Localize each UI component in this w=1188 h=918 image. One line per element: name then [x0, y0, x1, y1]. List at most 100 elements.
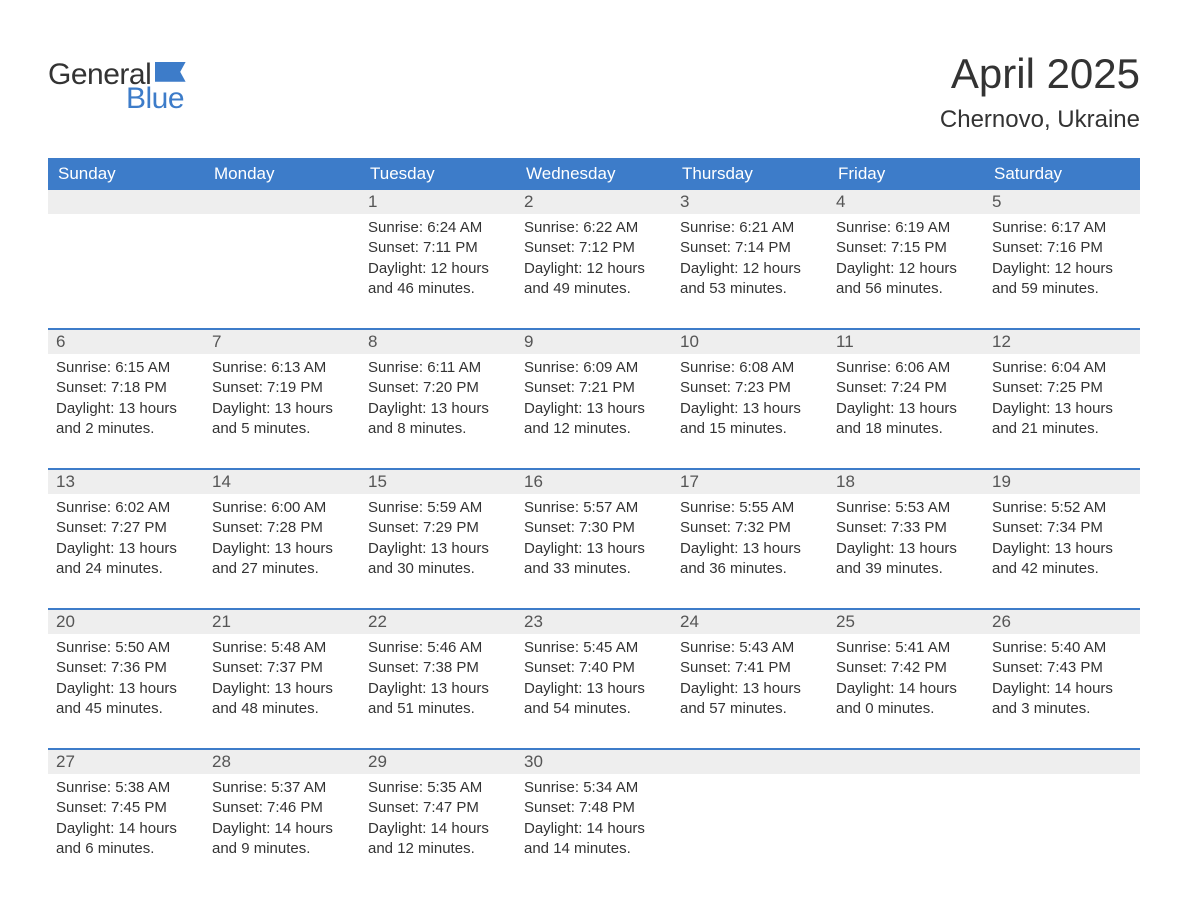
- day-number: 29: [360, 750, 516, 774]
- day-content: Sunrise: 6:09 AMSunset: 7:21 PMDaylight:…: [516, 354, 672, 443]
- daylight-text: Daylight: 13 hours and 5 minutes.: [212, 399, 352, 440]
- sunrise-text: Sunrise: 6:19 AM: [836, 218, 976, 238]
- day-number: 28: [204, 750, 360, 774]
- day-number: 23: [516, 610, 672, 634]
- day-cell: 22Sunrise: 5:46 AMSunset: 7:38 PMDayligh…: [360, 610, 516, 738]
- week-row: 1Sunrise: 6:24 AMSunset: 7:11 PMDaylight…: [48, 190, 1140, 318]
- sunrise-text: Sunrise: 5:59 AM: [368, 498, 508, 518]
- flag-icon: [155, 62, 189, 84]
- title-block: April 2025 Chernovo, Ukraine: [940, 50, 1140, 134]
- sunset-text: Sunset: 7:32 PM: [680, 518, 820, 538]
- sunrise-text: Sunrise: 5:40 AM: [992, 638, 1132, 658]
- sunrise-text: Sunrise: 6:11 AM: [368, 358, 508, 378]
- weekday-header-row: SundayMondayTuesdayWednesdayThursdayFrid…: [48, 158, 1140, 190]
- day-content: Sunrise: 6:02 AMSunset: 7:27 PMDaylight:…: [48, 494, 204, 583]
- daylight-text: Daylight: 13 hours and 15 minutes.: [680, 399, 820, 440]
- day-cell: [204, 190, 360, 318]
- day-number: 25: [828, 610, 984, 634]
- sunset-text: Sunset: 7:30 PM: [524, 518, 664, 538]
- day-cell: 19Sunrise: 5:52 AMSunset: 7:34 PMDayligh…: [984, 470, 1140, 598]
- day-cell: 11Sunrise: 6:06 AMSunset: 7:24 PMDayligh…: [828, 330, 984, 458]
- sunrise-text: Sunrise: 6:15 AM: [56, 358, 196, 378]
- sunset-text: Sunset: 7:25 PM: [992, 378, 1132, 398]
- day-content: Sunrise: 5:59 AMSunset: 7:29 PMDaylight:…: [360, 494, 516, 583]
- location: Chernovo, Ukraine: [940, 106, 1140, 134]
- weekday-header: Friday: [828, 158, 984, 190]
- sunrise-text: Sunrise: 5:46 AM: [368, 638, 508, 658]
- sunset-text: Sunset: 7:29 PM: [368, 518, 508, 538]
- day-number: 27: [48, 750, 204, 774]
- sunrise-text: Sunrise: 6:24 AM: [368, 218, 508, 238]
- month-title: April 2025: [940, 50, 1140, 98]
- day-number: 10: [672, 330, 828, 354]
- day-cell: 24Sunrise: 5:43 AMSunset: 7:41 PMDayligh…: [672, 610, 828, 738]
- sunset-text: Sunset: 7:24 PM: [836, 378, 976, 398]
- daylight-text: Daylight: 14 hours and 14 minutes.: [524, 819, 664, 860]
- day-cell: [828, 750, 984, 878]
- sunrise-text: Sunrise: 5:48 AM: [212, 638, 352, 658]
- week-row: 27Sunrise: 5:38 AMSunset: 7:45 PMDayligh…: [48, 748, 1140, 878]
- day-cell: 16Sunrise: 5:57 AMSunset: 7:30 PMDayligh…: [516, 470, 672, 598]
- daylight-text: Daylight: 14 hours and 6 minutes.: [56, 819, 196, 860]
- sunset-text: Sunset: 7:15 PM: [836, 238, 976, 258]
- day-number: 6: [48, 330, 204, 354]
- day-content: Sunrise: 6:08 AMSunset: 7:23 PMDaylight:…: [672, 354, 828, 443]
- day-cell: 18Sunrise: 5:53 AMSunset: 7:33 PMDayligh…: [828, 470, 984, 598]
- day-content: Sunrise: 5:41 AMSunset: 7:42 PMDaylight:…: [828, 634, 984, 723]
- day-content: Sunrise: 6:11 AMSunset: 7:20 PMDaylight:…: [360, 354, 516, 443]
- day-content: Sunrise: 5:34 AMSunset: 7:48 PMDaylight:…: [516, 774, 672, 863]
- day-content: Sunrise: 6:13 AMSunset: 7:19 PMDaylight:…: [204, 354, 360, 443]
- day-cell: 10Sunrise: 6:08 AMSunset: 7:23 PMDayligh…: [672, 330, 828, 458]
- weekday-header: Tuesday: [360, 158, 516, 190]
- sunset-text: Sunset: 7:18 PM: [56, 378, 196, 398]
- sunset-text: Sunset: 7:46 PM: [212, 798, 352, 818]
- sunrise-text: Sunrise: 5:34 AM: [524, 778, 664, 798]
- day-cell: 4Sunrise: 6:19 AMSunset: 7:15 PMDaylight…: [828, 190, 984, 318]
- daylight-text: Daylight: 13 hours and 51 minutes.: [368, 679, 508, 720]
- sunset-text: Sunset: 7:38 PM: [368, 658, 508, 678]
- week-row: 13Sunrise: 6:02 AMSunset: 7:27 PMDayligh…: [48, 468, 1140, 598]
- day-content: Sunrise: 5:40 AMSunset: 7:43 PMDaylight:…: [984, 634, 1140, 723]
- day-cell: [48, 190, 204, 318]
- day-cell: 14Sunrise: 6:00 AMSunset: 7:28 PMDayligh…: [204, 470, 360, 598]
- day-number: 9: [516, 330, 672, 354]
- day-cell: 21Sunrise: 5:48 AMSunset: 7:37 PMDayligh…: [204, 610, 360, 738]
- daylight-text: Daylight: 13 hours and 54 minutes.: [524, 679, 664, 720]
- sunset-text: Sunset: 7:45 PM: [56, 798, 196, 818]
- day-cell: 3Sunrise: 6:21 AMSunset: 7:14 PMDaylight…: [672, 190, 828, 318]
- sunset-text: Sunset: 7:47 PM: [368, 798, 508, 818]
- day-cell: 25Sunrise: 5:41 AMSunset: 7:42 PMDayligh…: [828, 610, 984, 738]
- logo: General Blue: [48, 50, 189, 116]
- day-cell: 26Sunrise: 5:40 AMSunset: 7:43 PMDayligh…: [984, 610, 1140, 738]
- day-cell: 29Sunrise: 5:35 AMSunset: 7:47 PMDayligh…: [360, 750, 516, 878]
- day-number: 15: [360, 470, 516, 494]
- sunrise-text: Sunrise: 6:08 AM: [680, 358, 820, 378]
- day-content: Sunrise: 6:24 AMSunset: 7:11 PMDaylight:…: [360, 214, 516, 303]
- sunset-text: Sunset: 7:23 PM: [680, 378, 820, 398]
- sunrise-text: Sunrise: 5:50 AM: [56, 638, 196, 658]
- day-number: 21: [204, 610, 360, 634]
- weekday-header: Thursday: [672, 158, 828, 190]
- day-cell: 28Sunrise: 5:37 AMSunset: 7:46 PMDayligh…: [204, 750, 360, 878]
- day-number: [48, 190, 204, 214]
- sunrise-text: Sunrise: 5:57 AM: [524, 498, 664, 518]
- daylight-text: Daylight: 14 hours and 3 minutes.: [992, 679, 1132, 720]
- logo-text-blue: Blue: [126, 82, 189, 116]
- sunrise-text: Sunrise: 6:22 AM: [524, 218, 664, 238]
- day-number: 13: [48, 470, 204, 494]
- day-content: Sunrise: 6:15 AMSunset: 7:18 PMDaylight:…: [48, 354, 204, 443]
- day-content: Sunrise: 5:35 AMSunset: 7:47 PMDaylight:…: [360, 774, 516, 863]
- sunrise-text: Sunrise: 5:35 AM: [368, 778, 508, 798]
- day-content: Sunrise: 6:06 AMSunset: 7:24 PMDaylight:…: [828, 354, 984, 443]
- daylight-text: Daylight: 12 hours and 53 minutes.: [680, 259, 820, 300]
- day-number: 7: [204, 330, 360, 354]
- day-cell: 27Sunrise: 5:38 AMSunset: 7:45 PMDayligh…: [48, 750, 204, 878]
- daylight-text: Daylight: 12 hours and 49 minutes.: [524, 259, 664, 300]
- day-number: 4: [828, 190, 984, 214]
- day-number: 18: [828, 470, 984, 494]
- sunset-text: Sunset: 7:34 PM: [992, 518, 1132, 538]
- daylight-text: Daylight: 13 hours and 18 minutes.: [836, 399, 976, 440]
- daylight-text: Daylight: 12 hours and 59 minutes.: [992, 259, 1132, 300]
- sunrise-text: Sunrise: 6:13 AM: [212, 358, 352, 378]
- week-row: 20Sunrise: 5:50 AMSunset: 7:36 PMDayligh…: [48, 608, 1140, 738]
